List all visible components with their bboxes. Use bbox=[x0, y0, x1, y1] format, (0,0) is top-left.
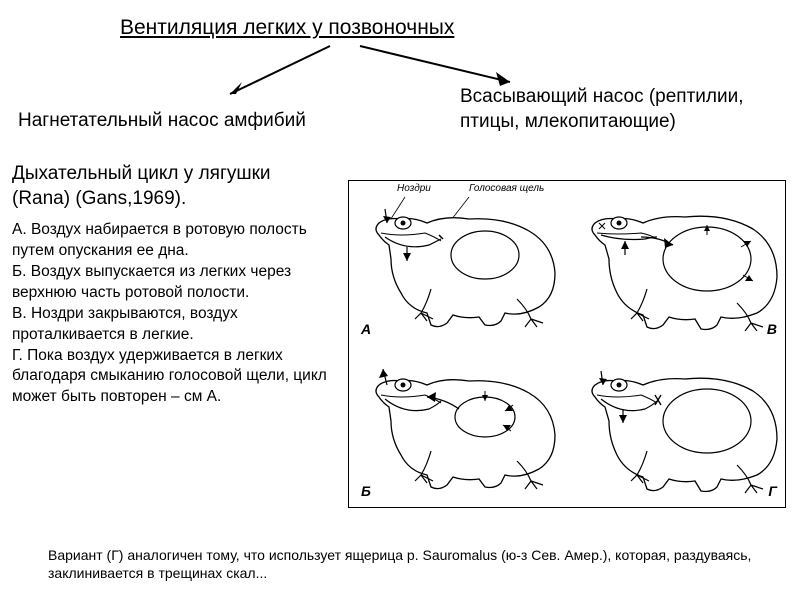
frog-diagram: Ноздри Голосовая щель Легкое bbox=[348, 180, 786, 508]
branch-right: Всасывающий насос (рептилии, птицы, млек… bbox=[460, 85, 780, 134]
frog-panel-G: Г bbox=[573, 351, 783, 501]
page-title: Вентиляция легких у позвоночных bbox=[120, 16, 454, 40]
cycle-item-G: Г. Пока воздух удерживается в легких бла… bbox=[12, 346, 332, 409]
panel-label-B: Б bbox=[361, 483, 371, 499]
cycle-item-A: А. Воздух набирается в ротовую полость п… bbox=[12, 220, 332, 262]
frog-panel-V: В bbox=[573, 189, 783, 339]
panel-label-A: А bbox=[361, 321, 371, 337]
cycle-item-V: В. Ноздри закрываются, воздух проталкива… bbox=[12, 304, 332, 346]
footer-note: Вариант (Г) аналогичен тому, что использ… bbox=[48, 546, 768, 582]
cycle-title: Дыхательный цикл у лягушки (Rana) (Gans,… bbox=[12, 162, 312, 211]
frog-panel-A: А bbox=[357, 189, 567, 339]
frog-panel-B: Б bbox=[357, 351, 567, 501]
branch-left: Нагнетательный насос амфибий bbox=[18, 110, 306, 132]
panel-label-G: Г bbox=[768, 483, 777, 499]
cycle-description: А. Воздух набирается в ротовую полость п… bbox=[12, 220, 332, 408]
panel-label-V: В bbox=[767, 321, 777, 337]
cycle-item-B: Б. Воздух выпускается из легких через ве… bbox=[12, 262, 332, 304]
